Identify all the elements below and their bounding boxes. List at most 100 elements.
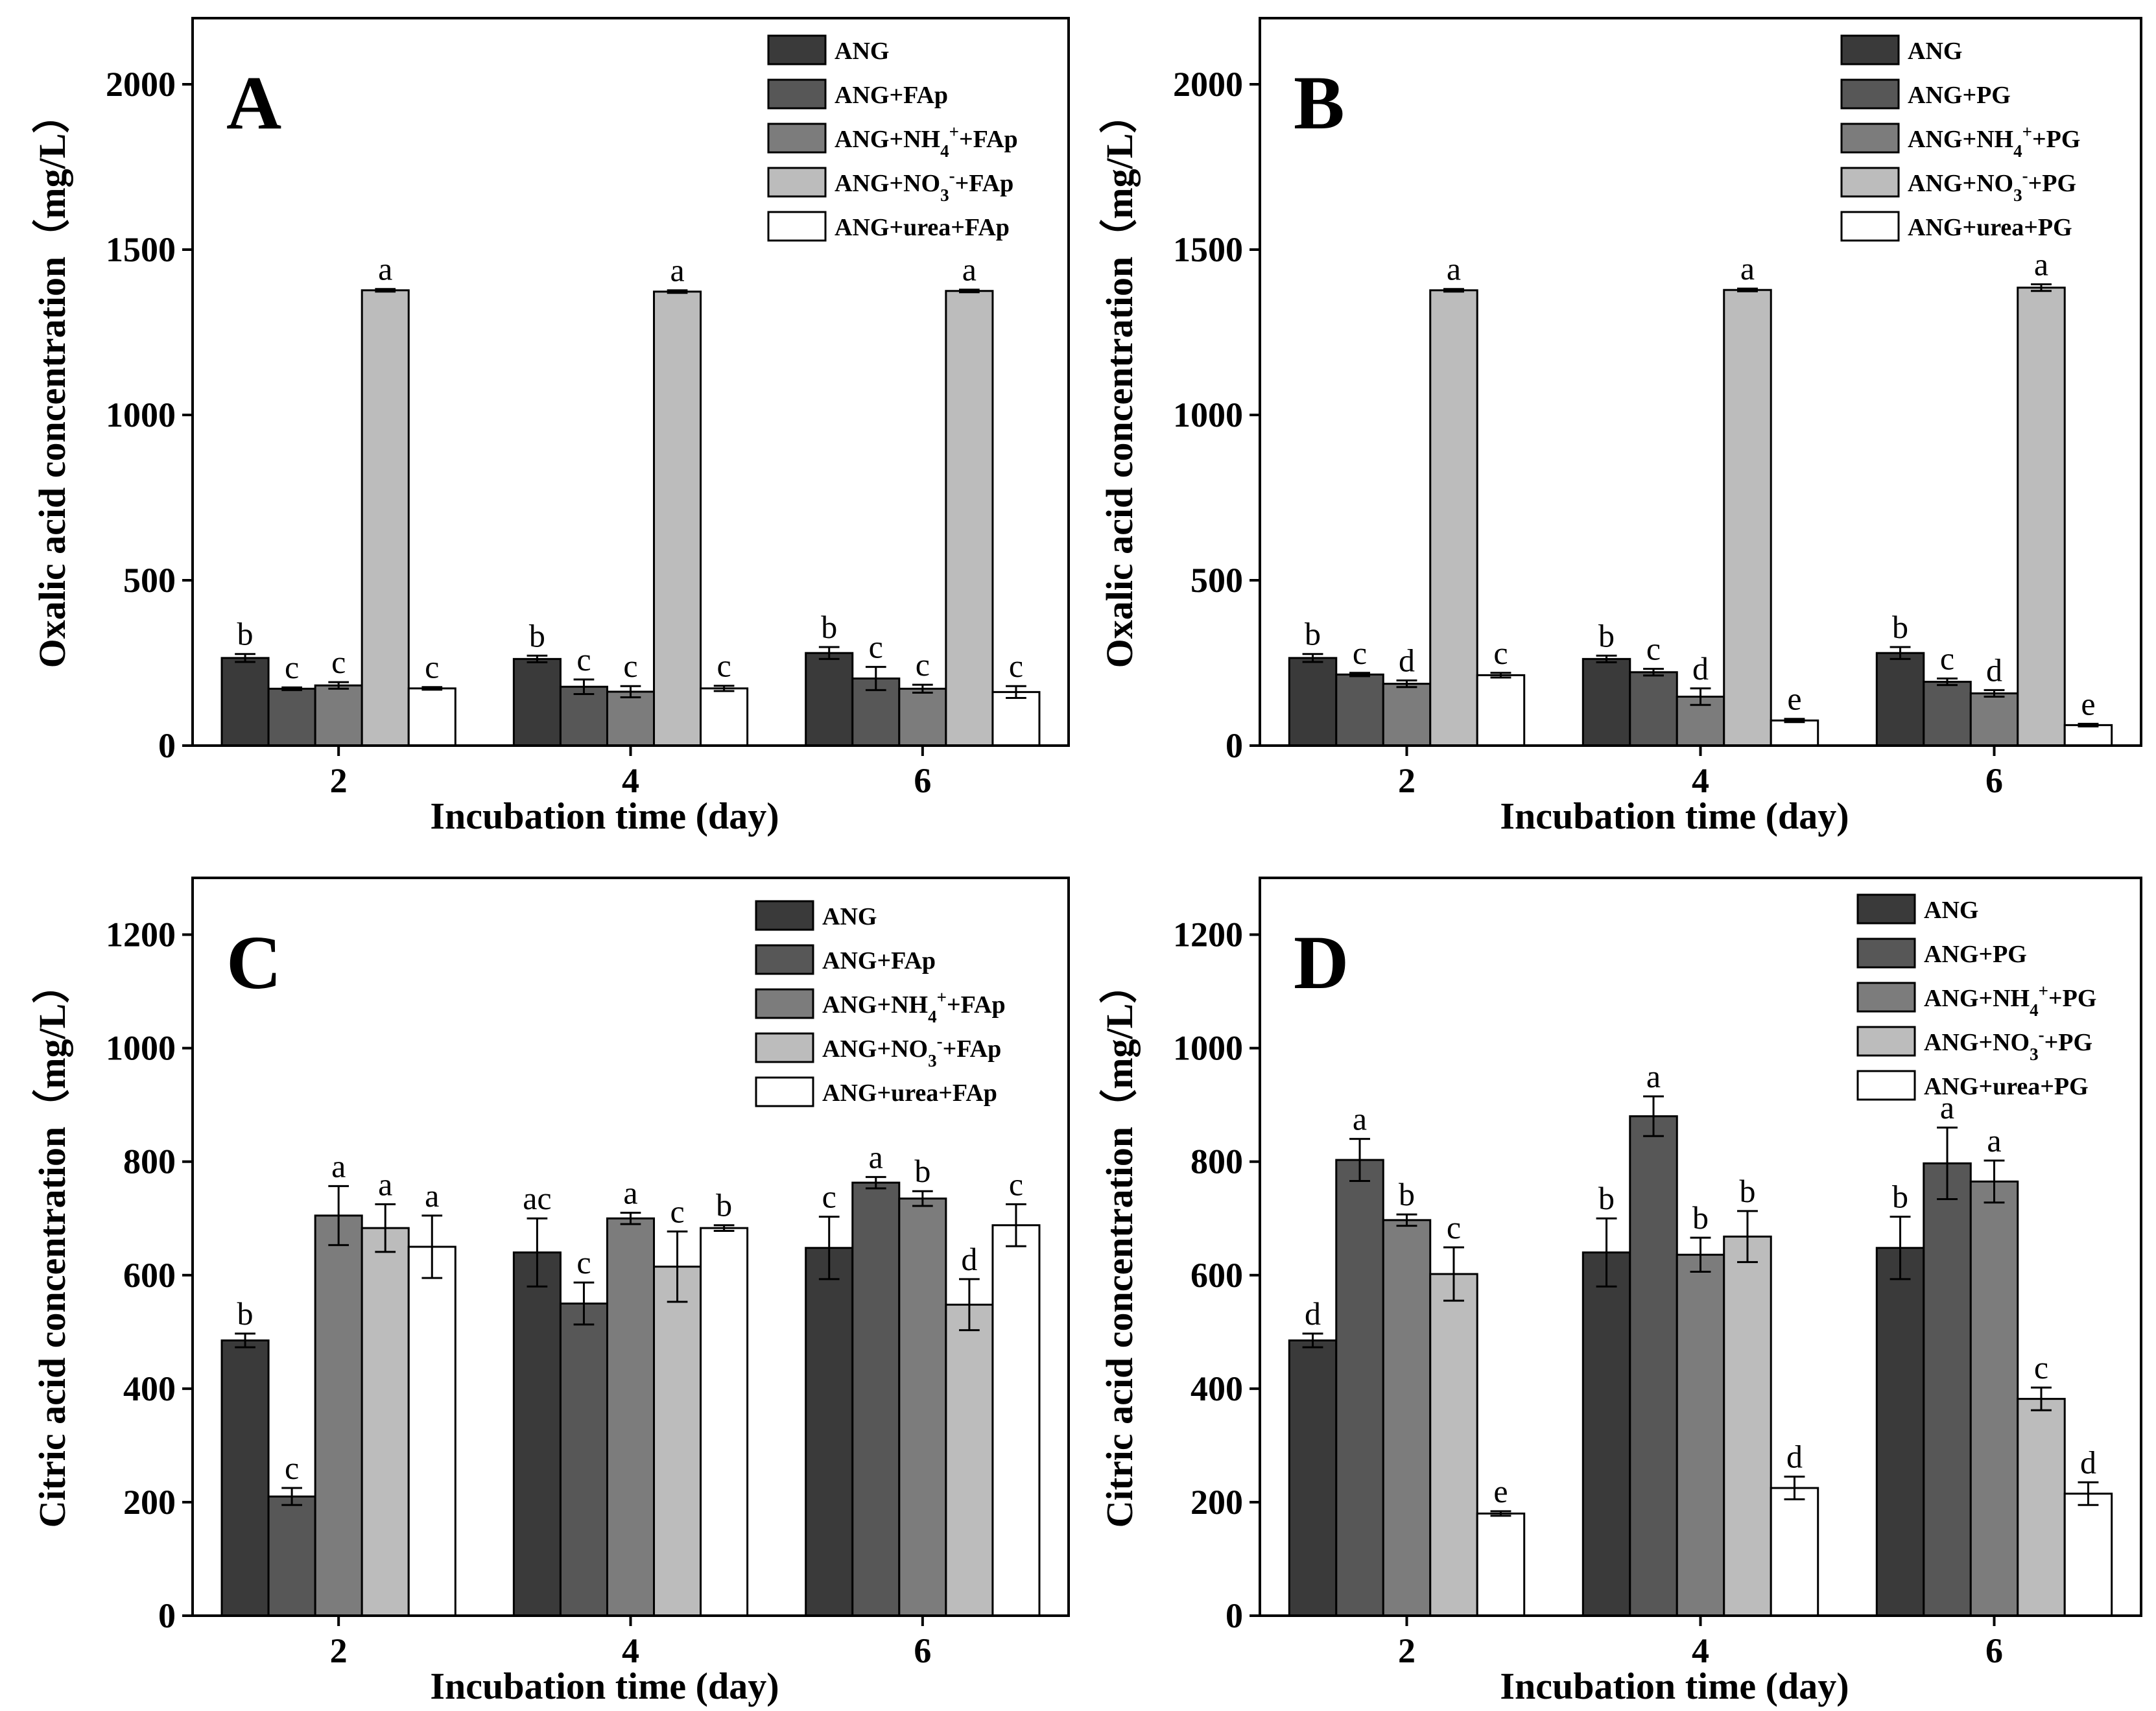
panel-d-significance-label: b [1692, 1199, 1709, 1236]
panel-a-legend-label: ANG [835, 38, 889, 65]
panel-a-legend-label-part: - [949, 166, 955, 185]
panel-d-legend-label-part: + [2039, 981, 2048, 1000]
panel-b-legend-label-part: ANG+NH [1908, 126, 2013, 153]
panel-c-y-tick-label: 1200 [106, 915, 176, 954]
panel-d-bar [1723, 1235, 1772, 1617]
panel-c-y-axis-title: Citric acid concentration（mg/L） [31, 966, 73, 1528]
panel-b-legend-label: ANG [1908, 38, 1962, 65]
panel-a-significance-label: b [237, 616, 254, 652]
panel-b-bar [1923, 681, 1972, 747]
panel-d-bar [1382, 1219, 1432, 1617]
panel-c-legend-label-part: ANG [822, 903, 877, 930]
panel-d-bar [1969, 1180, 2019, 1617]
panel-a-bar [945, 290, 994, 747]
panel-b-legend-label-part: - [2022, 166, 2028, 185]
panel-a-significance-label: c [717, 648, 731, 684]
panel-b-bar [1382, 683, 1432, 747]
panel-a-panel-letter: A [226, 60, 281, 145]
panel-c-y-tick-label: 800 [123, 1142, 176, 1181]
panel-a-significance-label: b [529, 617, 545, 654]
panel-d-bar [2063, 1493, 2113, 1617]
panel-a-significance-label: c [916, 646, 930, 683]
panel-a-legend-label-part: ANG+urea+FAp [835, 214, 1010, 241]
panel-a-legend-swatch [767, 211, 827, 242]
panel-d-significance-label: a [1940, 1089, 1954, 1126]
panel-d-legend-swatch [1856, 982, 1916, 1013]
panel-b-bar [1335, 673, 1384, 747]
panel-b-legend-label-part: +PG [2032, 126, 2080, 153]
panel-d-legend-label-part: ANG [1924, 897, 1978, 924]
panel-d-x-tick-label: 4 [1692, 1631, 1709, 1670]
panel-b-legend-label-part: ANG+NO [1908, 170, 2013, 197]
panel-d-significance-label: b [1598, 1180, 1615, 1216]
panel-d-bar [1581, 1251, 1631, 1617]
panel-d-y-tick-label: 1000 [1173, 1029, 1243, 1068]
panel-c-bar [361, 1227, 410, 1617]
panel-b-legend: ANGANG+PGANG+NH4++PGANG+NO3-+PGANG+urea+… [1840, 34, 2080, 242]
panel-a-legend-label-part: +FAp [955, 170, 1014, 197]
panel-d-significance-label: a [1353, 1101, 1367, 1137]
panel-d-bar [1676, 1253, 1725, 1617]
panel-c-x-tick-label: 2 [330, 1631, 348, 1670]
panel-d-y-axis-title: Citric acid concentration（mg/L） [1098, 966, 1141, 1528]
panel-c-y-tick-label: 600 [123, 1256, 176, 1295]
panel-c-bar [700, 1227, 749, 1617]
panel-d-bar [1335, 1159, 1384, 1617]
panel-d-legend-label-part: ANG+NO [1924, 1029, 2030, 1056]
panel-a-bar [407, 687, 456, 747]
panel-b-bar [1288, 657, 1338, 747]
panel-b-legend-label-part: 4 [2013, 141, 2022, 161]
panel-a-bar [512, 657, 562, 747]
panel-b-y-tick-label: 2000 [1173, 65, 1243, 104]
panel-a-legend-label-part: ANG+FAp [835, 82, 948, 109]
panel-d-significance-label: c [1447, 1209, 1461, 1245]
panel-b-x-tick-label: 2 [1398, 761, 1416, 800]
panel-b-y-tick-label: 1000 [1173, 395, 1243, 434]
panel-d-significance-label: b [1399, 1176, 1415, 1212]
panel-a-legend-label-part: + [949, 122, 959, 141]
panel-c-bar [407, 1245, 456, 1617]
panel-a-bar [559, 685, 608, 747]
panel-a-bar [267, 687, 316, 747]
panel-c-legend-swatch [755, 900, 814, 931]
panel-c-significance-label: ac [523, 1180, 551, 1216]
panel-a-significance-label: c [425, 649, 439, 685]
panel-d-legend-swatch [1856, 1026, 1916, 1057]
panel-c-significance-label: d [961, 1241, 977, 1277]
panel-b-legend-label-part: ANG [1908, 38, 1962, 65]
panel-d-legend-label-part: +PG [2048, 985, 2096, 1012]
panel-a-y-tick-label: 1500 [106, 230, 176, 269]
panel-a-x-tick-label: 4 [622, 761, 639, 800]
panel-c-significance-label: a [378, 1166, 392, 1202]
panel-d-legend: ANGANG+PGANG+NH4++PGANG+NO3-+PGANG+urea+… [1856, 893, 2096, 1101]
panel-c-significance-label: b [237, 1295, 254, 1332]
panel-c-bar [653, 1266, 702, 1617]
panel-c-legend-label-part: ANG+NO [822, 1035, 928, 1063]
panel-d-legend-label-part: ANG+PG [1924, 941, 2027, 968]
panel-d-legend-label: ANG+NH4++PG [1924, 981, 2096, 1020]
panel-a-bar [805, 652, 854, 747]
panel-a-significance-label: a [378, 251, 392, 287]
panel-c-bar [898, 1198, 947, 1617]
panel-d-legend-label: ANG+urea+PG [1924, 1073, 2089, 1100]
panel-d-bar [1923, 1162, 1972, 1617]
panel-b-legend-swatch [1840, 78, 1900, 110]
panel-a-y-tick-label: 1000 [106, 395, 176, 434]
panel-c-legend-label: ANG+NO3-+FAp [822, 1032, 1001, 1070]
panel-c-legend-label: ANG+NH4++FAp [822, 987, 1006, 1026]
panel-d-legend-label-part: +PG [2044, 1029, 2092, 1056]
panel-a-significance-label: b [821, 609, 837, 645]
panel-a-y-tick-label: 0 [158, 726, 176, 765]
panel-d-significance-label: d [1786, 1439, 1803, 1475]
panel-a-legend-label-part: 4 [940, 141, 949, 161]
panel-d-bar [1770, 1487, 1819, 1617]
panel-a-y-tick-label: 2000 [106, 65, 176, 104]
panel-c-legend-label: ANG+FAp [822, 947, 936, 974]
panel-c-legend-label-part: - [937, 1032, 943, 1051]
panel-a-significance-label: c [576, 641, 591, 678]
panel-c-legend-label: ANG [822, 903, 877, 930]
panel-d-legend-label-part: 4 [2030, 1000, 2039, 1020]
panel-b-significance-label: b [1598, 617, 1615, 654]
panel-c-x-tick-label: 6 [914, 1631, 931, 1670]
